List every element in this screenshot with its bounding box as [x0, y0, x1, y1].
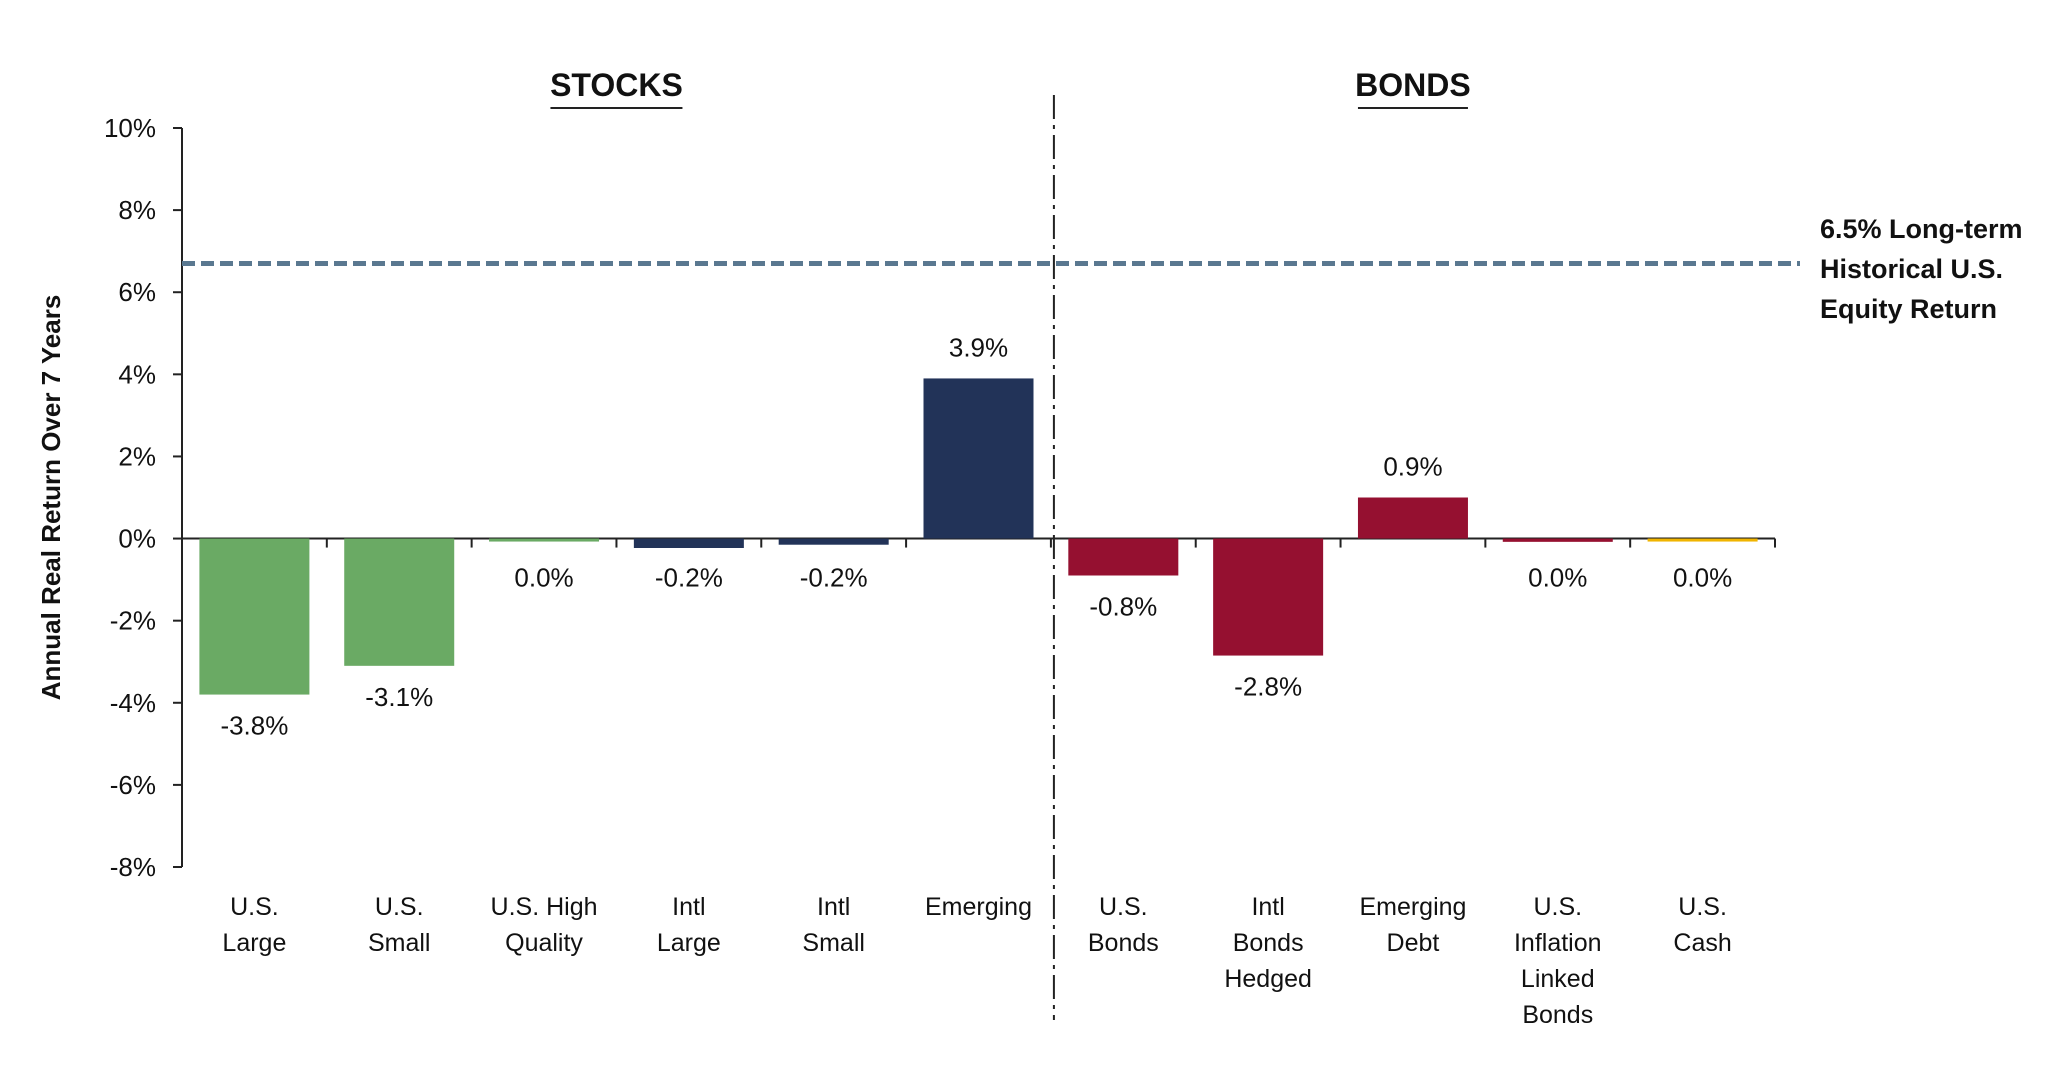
y-tick-label: -4% — [110, 688, 156, 718]
data-label: 0.0% — [514, 563, 573, 593]
bar — [489, 538, 600, 542]
category-label: Debt — [1387, 929, 1440, 957]
data-label: -3.8% — [220, 711, 288, 741]
category-label: U.S. — [1533, 893, 1582, 921]
data-label: 3.9% — [949, 332, 1008, 362]
bar — [633, 538, 744, 548]
category-label: Inflation — [1514, 929, 1602, 957]
bar — [199, 538, 310, 695]
category-label: Large — [222, 929, 286, 957]
y-tick-label: 4% — [118, 359, 156, 389]
reference-line-group: 6.5% Long-term Historical U.S. Equity Retu… — [182, 214, 2023, 324]
category-label: Intl — [1251, 893, 1284, 921]
bar — [1068, 538, 1179, 576]
section-title-stocks: STOCKS — [550, 67, 683, 103]
y-tick-label: -2% — [110, 606, 156, 636]
data-label: -0.8% — [1089, 592, 1157, 622]
bar — [344, 538, 455, 666]
bar — [1213, 538, 1324, 656]
y-axis-title: Annual Real Return Over 7 Years — [36, 295, 66, 701]
y-tick-label: 8% — [118, 195, 156, 225]
category-label: U.S. — [375, 893, 424, 921]
category-label: Cash — [1673, 929, 1731, 957]
category-label: Bonds — [1522, 1001, 1593, 1029]
category-label: Emerging — [1359, 893, 1466, 921]
y-tick-label: -6% — [110, 770, 156, 800]
category-label: U.S. High — [491, 893, 598, 921]
labels: -3.8% U.S. Large -3.1% U.S. Small 0.0% U.S. Hig… — [220, 332, 1732, 1029]
section-title-bonds: BONDS — [1355, 67, 1471, 103]
data-label: -0.2% — [800, 563, 868, 593]
category-label: Small — [368, 929, 431, 957]
category-label: U.S. — [230, 893, 279, 921]
category-label: Bonds — [1233, 929, 1304, 957]
bars — [199, 378, 1758, 695]
reference-line-label: Historical U.S. — [1820, 254, 2003, 284]
category-label: Small — [802, 929, 865, 957]
bar — [923, 378, 1034, 539]
category-label: U.S. — [1678, 893, 1727, 921]
data-label: -3.1% — [365, 682, 433, 712]
category-label: Emerging — [925, 893, 1032, 921]
bar — [778, 538, 889, 545]
bar — [1357, 497, 1468, 539]
category-label: Hedged — [1224, 965, 1312, 993]
y-tick-label: 6% — [118, 277, 156, 307]
y-tick-label: -8% — [110, 852, 156, 882]
category-label: U.S. — [1099, 893, 1148, 921]
data-label: -2.8% — [1234, 672, 1302, 702]
reference-line-label: 6.5% Long-term — [1820, 214, 2023, 244]
category-label: Intl — [817, 893, 850, 921]
data-label: 0.0% — [1528, 563, 1587, 593]
category-label: Quality — [505, 929, 583, 957]
bar — [1502, 538, 1613, 542]
y-tick-label: 2% — [118, 441, 156, 471]
category-label: Bonds — [1088, 929, 1159, 957]
data-label: -0.2% — [655, 563, 723, 593]
bar — [1647, 538, 1758, 542]
y-tick-label: 10% — [104, 113, 156, 143]
category-label: Large — [657, 929, 721, 957]
category-label: Intl — [672, 893, 705, 921]
data-label: 0.9% — [1383, 452, 1442, 482]
reference-line-label: Equity Return — [1820, 294, 1997, 324]
category-label: Linked — [1521, 965, 1595, 993]
data-label: 0.0% — [1673, 563, 1732, 593]
y-tick-label: 0% — [118, 524, 156, 554]
